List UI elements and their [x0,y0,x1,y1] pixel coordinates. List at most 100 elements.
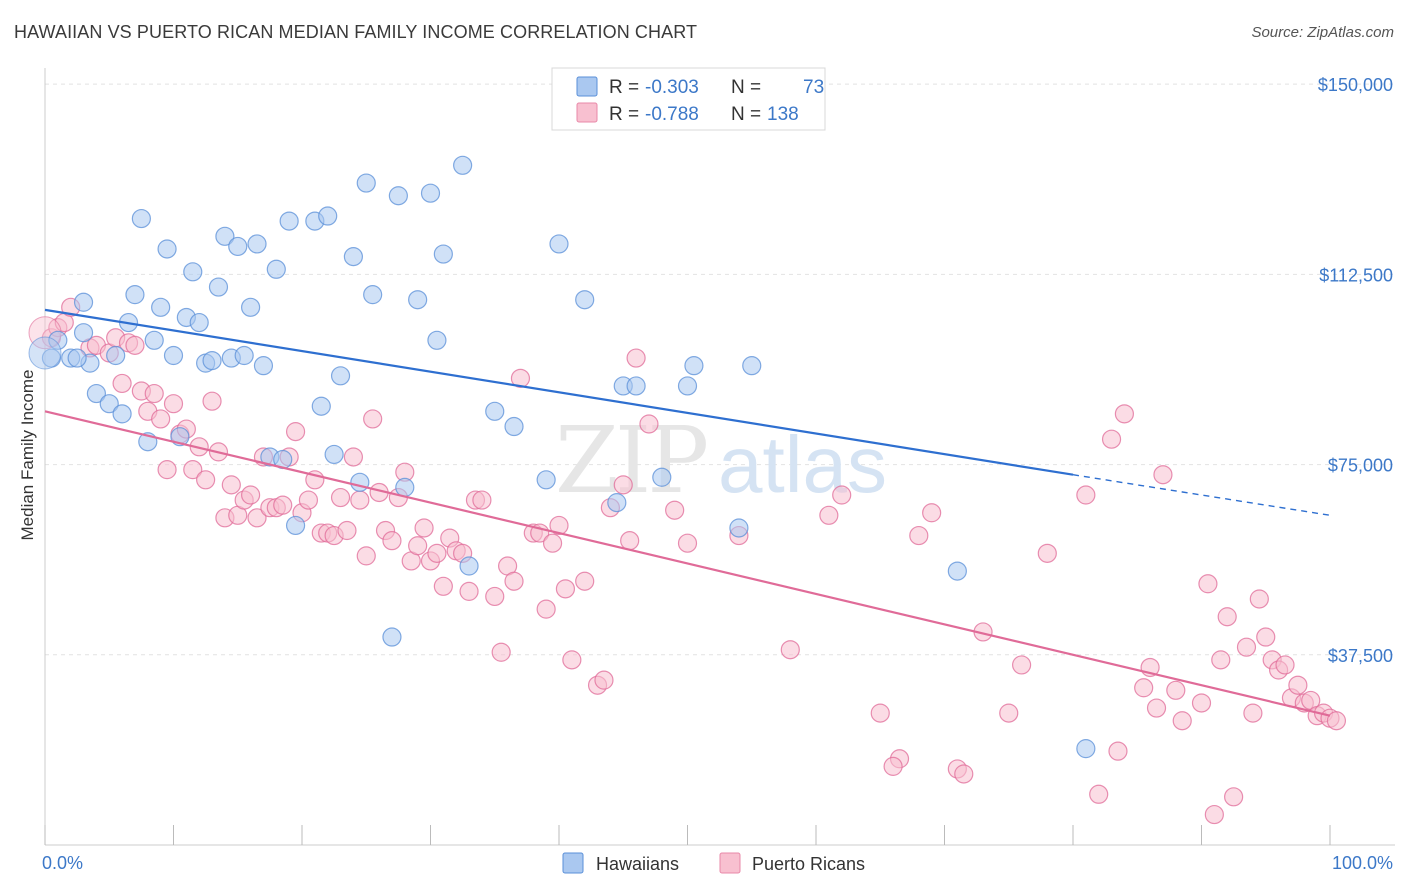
puerto-rican-point [1166,680,1186,700]
bottom-legend-label-puerto-ricans: Puerto Ricans [752,854,865,874]
hawaiian-point [125,285,145,305]
legend-n-value-hawaiians: 73 [803,77,824,98]
puerto-rican-point [1076,485,1096,505]
puerto-rican-point [1037,543,1057,563]
hawaiian-point [343,247,363,267]
puerto-rican-point [1211,650,1231,670]
hawaiian-point [677,376,698,396]
puerto-rican-point [542,533,563,553]
hawaiian-point [388,186,408,206]
bottom-legend-swatch-puerto-ricans [719,852,741,874]
hawaiian-point [626,376,646,396]
puerto-rican-point [536,599,556,619]
puerto-rican-point [870,703,890,723]
hawaiian-point [420,183,441,203]
y-axis-label: Median Family Income [18,369,37,540]
puerto-rican-point [472,490,492,510]
puerto-rican-point [163,394,184,414]
hawaiian-point [279,211,299,231]
puerto-rican-point [112,373,132,394]
hawaiian-points [28,155,1096,759]
puerto-rican-point [639,414,659,434]
hawaiian-point [99,394,119,414]
hawaiian-point [241,297,261,317]
puerto-rican-point [504,571,524,591]
puerto-rican-point [356,546,376,566]
puerto-rican-point [677,533,698,553]
hawaiian-point [208,277,229,297]
puerto-rican-point [594,670,614,690]
hawaiian-point [215,226,235,246]
hawaiian-point [189,312,209,333]
hawaiian-point [607,493,627,513]
puerto-rican-point [999,703,1019,723]
bottom-legend: Hawaiians Puerto Ricans [562,852,865,874]
hawaiian-point [433,244,453,264]
puerto-rican-point [626,348,646,368]
hawaiian-point [1076,739,1096,759]
hawaiian-point [151,297,171,317]
puerto-rican-point [1198,574,1218,594]
puerto-rican-point [1146,698,1167,718]
puerto-rican-point [350,490,370,510]
puerto-rican-point [1236,637,1257,657]
puerto-rican-point [151,409,171,429]
puerto-rican-point [157,460,177,480]
axes [44,68,1395,846]
puerto-rican-point [909,525,929,546]
puerto-rican-point [1011,655,1032,675]
puerto-rican-point [247,508,267,528]
puerto-rican-point [1326,711,1347,731]
puerto-rican-point [196,470,216,490]
puerto-rican-point [337,520,357,541]
puerto-rican-point [1288,675,1308,695]
hawaiian-point [253,356,274,376]
hawaiian-point [163,345,184,366]
legend-n-label-hawaiians: N = [731,77,761,98]
y-tick-label: $150,000 [1318,75,1393,95]
hawaiian-point [73,292,94,312]
puerto-rican-point [285,422,306,442]
puerto-rican-point [1089,784,1109,804]
x-tick-label: 100.0% [1332,853,1393,873]
hawaiian-point [202,350,222,371]
hawaiian-point [742,356,762,376]
puerto-rican-point [1204,804,1224,825]
puerto-rican-point [780,640,800,660]
hawaiian-point [311,396,331,416]
hawaiian-point [395,477,415,497]
puerto-rican-point [819,505,839,525]
legend-r-label-puerto-ricans: R = [609,104,639,125]
puerto-rican-point [1172,711,1192,731]
puerto-rican-point [1153,465,1173,485]
puerto-rican-point [954,764,974,784]
puerto-rican-point [382,531,402,551]
hawaiian-point [28,336,62,370]
hawaiian-point [363,285,383,305]
puerto-rican-point [414,518,434,538]
puerto-rican-point [1114,404,1135,424]
puerto-rican-point [1217,607,1237,627]
hawaiian-trend-extension [1072,474,1331,516]
hawaiian-point [106,345,126,366]
puerto-rican-point [549,515,569,536]
hawaiian-trend-line [44,308,1074,476]
puerto-rican-point [273,495,293,515]
bottom-legend-swatch-hawaiians [562,852,584,874]
puerto-rican-point [1108,741,1128,761]
watermark-zip: ZIP [555,407,706,514]
hawaiian-point [144,330,164,350]
puerto-rican-point [485,586,505,607]
puerto-rican-point [1249,589,1269,609]
hawaiian-point [157,239,177,259]
hawaiian-point [459,556,479,576]
puerto-rican-point [1224,787,1244,807]
hawaiian-point [318,206,338,226]
hawaiian-point [324,444,344,465]
hawaiian-point [183,262,203,282]
hawaiian-point [536,470,556,490]
hawaiian-point [285,515,306,536]
legend-swatch-puerto-ricans [576,102,598,123]
trend-lines [44,308,1331,717]
bottom-legend-label-hawaiians: Hawaiians [596,854,679,874]
